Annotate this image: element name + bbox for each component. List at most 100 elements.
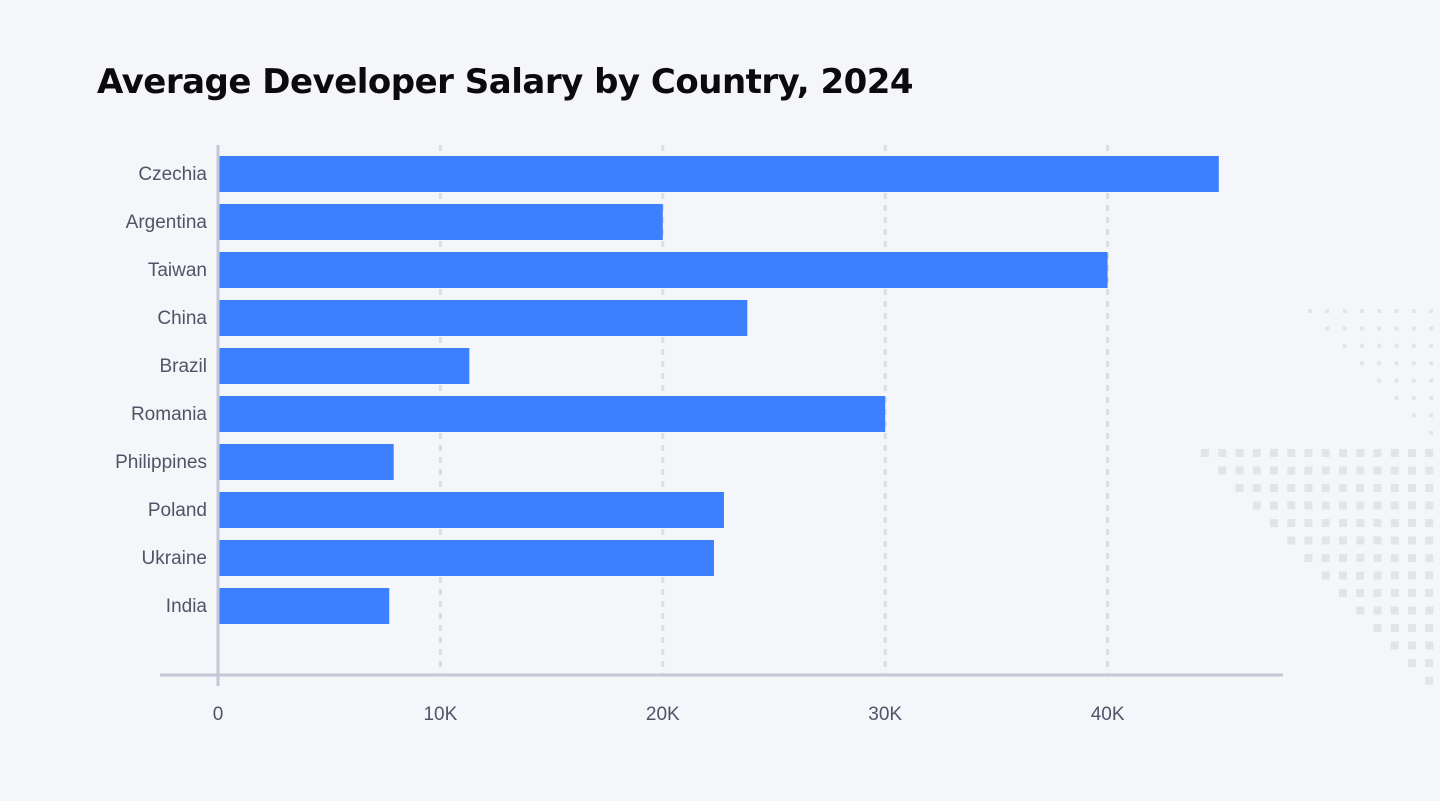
decoration-dot: [1287, 484, 1296, 492]
category-label: Ukraine: [142, 548, 207, 569]
decoration-dot: [1339, 554, 1347, 562]
decoration-dot: [1373, 501, 1382, 510]
decoration-dot: [1373, 554, 1382, 562]
decoration-dot: [1339, 484, 1347, 492]
decoration-dot: [1342, 309, 1347, 313]
decoration-dot: [1356, 484, 1365, 492]
x-tick-label: 0: [213, 704, 224, 725]
category-label: India: [166, 596, 208, 617]
decoration-dot: [1356, 536, 1365, 545]
x-tick-label: 40K: [1091, 704, 1125, 725]
decoration-dot: [1377, 361, 1382, 366]
decoration-dot: [1321, 554, 1330, 562]
decoration-dot: [1304, 519, 1313, 527]
decoration-dot: [1201, 449, 1209, 457]
decoration-dot: [1408, 641, 1416, 650]
decoration-dot: [1321, 536, 1330, 545]
x-tick-label: 20K: [646, 704, 680, 725]
decoration-dot: [1373, 536, 1382, 545]
decoration-dot: [1390, 501, 1399, 510]
chart-title: Average Developer Salary by Country, 202…: [97, 62, 914, 102]
decoration-dot: [1425, 676, 1434, 685]
decoration-dot: [1411, 326, 1416, 331]
decoration-dot: [1270, 449, 1278, 457]
decoration-dot: [1425, 484, 1434, 492]
category-label: Czechia: [138, 164, 207, 185]
bar-brazil: [218, 348, 470, 384]
decoration-dot: [1394, 361, 1399, 366]
bar-taiwan: [218, 252, 1108, 288]
decoration-dot: [1339, 501, 1347, 510]
decoration-dot: [1408, 624, 1416, 632]
decoration-dot: [1425, 519, 1434, 527]
decoration-dot: [1325, 326, 1330, 331]
decoration-dot: [1356, 589, 1365, 597]
decoration-dot: [1425, 449, 1434, 457]
decoration-dot: [1394, 343, 1399, 348]
decoration-dot: [1235, 484, 1244, 492]
decoration-dot: [1429, 396, 1434, 400]
decoration-dot: [1408, 501, 1416, 510]
decoration-dot: [1342, 326, 1347, 331]
decoration-dot: [1390, 449, 1399, 457]
decoration-dot: [1218, 466, 1227, 475]
decoration-dot: [1411, 396, 1416, 400]
decoration-dot: [1394, 309, 1399, 313]
decoration-dot: [1408, 606, 1416, 615]
decoration-dot: [1429, 343, 1434, 348]
bar-china: [218, 300, 748, 336]
decoration-dot: [1425, 641, 1434, 650]
decoration-dot: [1411, 413, 1416, 418]
decoration-dot: [1429, 309, 1434, 313]
decoration-dot: [1321, 484, 1330, 492]
decoration-dot: [1339, 449, 1347, 457]
decoration-dot: [1411, 343, 1416, 348]
decoration-dot: [1408, 536, 1416, 545]
decoration-dot: [1270, 466, 1278, 475]
decoration-dot: [1408, 519, 1416, 527]
category-label: Romania: [131, 404, 207, 425]
decoration-dot: [1390, 624, 1399, 632]
decoration-dot: [1339, 466, 1347, 475]
decoration-dot: [1425, 571, 1434, 580]
x-tick-label: 30K: [868, 704, 902, 725]
decoration-dot: [1321, 519, 1330, 527]
decoration-dot: [1235, 466, 1244, 475]
decoration-dot: [1304, 554, 1313, 562]
decoration-dot: [1408, 659, 1416, 667]
decoration-dot: [1373, 624, 1382, 632]
decoration-dot: [1321, 449, 1330, 457]
decoration-dot: [1356, 449, 1365, 457]
decoration-dot: [1339, 519, 1347, 527]
decoration-dot: [1287, 449, 1296, 457]
category-label: Argentina: [126, 212, 208, 233]
bar-romania: [218, 396, 886, 432]
decoration-dot: [1394, 326, 1399, 331]
decoration-dot: [1377, 309, 1382, 313]
decoration-dot: [1411, 309, 1416, 313]
decoration-dot: [1287, 536, 1296, 545]
decoration-dot: [1359, 309, 1364, 313]
decoration-dot: [1359, 326, 1364, 331]
decoration-dot: [1390, 466, 1399, 475]
decoration-dot: [1373, 571, 1382, 580]
bar-poland: [218, 492, 724, 528]
decoration-dot: [1429, 413, 1434, 418]
decoration-dot: [1304, 536, 1313, 545]
decoration-dot: [1411, 378, 1416, 383]
decoration-dot: [1356, 606, 1365, 615]
decoration-dot: [1408, 484, 1416, 492]
decoration-dot: [1425, 606, 1434, 615]
decoration-dot: [1377, 378, 1382, 383]
decoration-dot: [1356, 571, 1365, 580]
decoration-dot: [1308, 309, 1312, 313]
decoration-dot: [1377, 343, 1382, 348]
bar-czechia: [218, 156, 1219, 192]
bar-india: [218, 588, 390, 624]
decoration-dot: [1356, 554, 1365, 562]
decoration-dot: [1287, 501, 1296, 510]
decoration-dot: [1304, 466, 1313, 475]
decoration-dot: [1321, 571, 1330, 580]
decoration-dot: [1304, 449, 1313, 457]
